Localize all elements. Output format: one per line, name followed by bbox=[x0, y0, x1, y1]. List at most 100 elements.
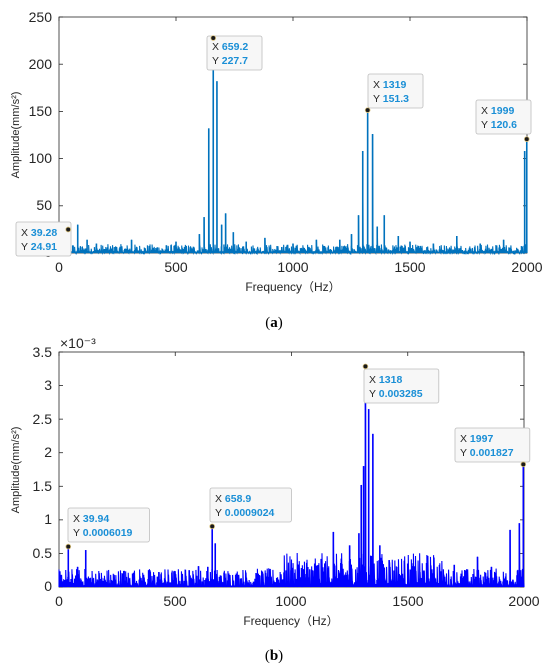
y-tick-label: 3 bbox=[44, 377, 52, 393]
datatip-marker bbox=[364, 107, 371, 113]
y-tick-label: 150 bbox=[29, 103, 53, 119]
y-tick-label: 0.5 bbox=[33, 545, 53, 561]
datatip-x-value: 1997 bbox=[470, 433, 494, 445]
datatip-box bbox=[15, 221, 72, 257]
x-tick-label: 500 bbox=[163, 593, 187, 609]
plot-area-b bbox=[58, 351, 525, 588]
x-tick-label: 1000 bbox=[277, 259, 308, 275]
y-tick-label: 2.5 bbox=[33, 411, 53, 427]
x-tick-label: 2000 bbox=[511, 259, 542, 275]
datatip[interactable]: X 39.94 Y 0.0006019 bbox=[65, 507, 150, 550]
datatip-marker bbox=[520, 461, 527, 468]
x-axis-label-a: Frequency（Hz） bbox=[245, 280, 340, 294]
datatip-box bbox=[67, 507, 150, 543]
datatip-y-label: Y 151.3 bbox=[373, 93, 409, 105]
datatip-box bbox=[206, 35, 263, 71]
chart-panel-a: 0 50 100 150 200 250 0 500 1000 1500 200… bbox=[10, 9, 543, 331]
datatip-y-label: Y 0.0009024 bbox=[215, 507, 275, 519]
datatip-marker bbox=[65, 543, 72, 550]
datatip-x-label: X 39.28 bbox=[21, 227, 57, 239]
x-tick-label: 500 bbox=[164, 259, 188, 275]
x-tick-label: 0 bbox=[55, 259, 63, 275]
y-tick-labels-a: 0 50 100 150 200 250 bbox=[29, 9, 53, 260]
x-tick-labels-a: 0 500 1000 1500 2000 bbox=[55, 259, 543, 275]
y-tick-label: 3.5 bbox=[33, 344, 53, 360]
x-tick-labels-b: 0 500 1000 1500 2000 bbox=[55, 593, 540, 609]
panel-label-b: (b) bbox=[265, 648, 283, 664]
datatip-x-label: X 1318 bbox=[369, 374, 402, 386]
datatip-marker bbox=[65, 226, 71, 233]
x-tick-label: 1500 bbox=[394, 259, 425, 275]
datatip-box bbox=[209, 487, 292, 523]
datatip-box bbox=[454, 427, 531, 463]
datatip[interactable]: X 1319 Y 151.3 bbox=[364, 73, 424, 113]
y-tick-label: 0 bbox=[44, 578, 52, 594]
datatip-y-label: Y 227.7 bbox=[212, 55, 248, 67]
plot-area-a bbox=[58, 16, 528, 254]
datatip-x-value: 658.9 bbox=[225, 493, 251, 505]
datatip-x-value: 1318 bbox=[379, 374, 403, 386]
datatip-marker bbox=[210, 35, 217, 41]
y-tick-label: 1 bbox=[44, 511, 52, 527]
series-line-b bbox=[58, 366, 525, 588]
datatip[interactable]: X 658.9 Y 0.0009024 bbox=[209, 487, 292, 530]
exponent-label-b: ×10⁻³ bbox=[60, 335, 96, 351]
datatip-x-label: X 658.9 bbox=[215, 493, 251, 505]
x-tick-label: 0 bbox=[55, 593, 63, 609]
datatip-marker bbox=[362, 363, 369, 370]
y-axis-label-a: Amplitude(mm/s²) bbox=[10, 92, 22, 179]
datatip-y-value: 0.0009024 bbox=[225, 507, 275, 519]
datatip-x-label: X 1319 bbox=[373, 79, 406, 91]
datatip[interactable]: X 1318 Y 0.003285 bbox=[362, 363, 440, 404]
datatip-marker bbox=[523, 136, 530, 142]
datatip-y-value: 24.91 bbox=[31, 241, 57, 253]
datatip-x-label: X 39.94 bbox=[73, 513, 109, 525]
series-line-a bbox=[58, 38, 528, 256]
datatip-y-value: 0.0006019 bbox=[83, 527, 133, 539]
datatip-box bbox=[367, 73, 424, 109]
spectrum-series-line bbox=[58, 366, 525, 588]
datatip-x-value: 39.28 bbox=[31, 227, 57, 239]
datatip[interactable]: X 1997 Y 0.001827 bbox=[454, 427, 531, 468]
datatip-x-label: X 1997 bbox=[460, 433, 493, 445]
x-tick-label: 2000 bbox=[508, 593, 539, 609]
datatip-y-value: 120.6 bbox=[491, 119, 517, 131]
panel-label-a: (a) bbox=[265, 315, 283, 331]
datatip[interactable]: X 1999 Y 120.6 bbox=[475, 99, 532, 142]
panel-letter-a: a bbox=[270, 315, 278, 331]
datatips-a: X 39.28 Y 24.91 X 659.2 Y 227.7 X 1319 Y 151.… bbox=[15, 35, 532, 257]
datatip-x-value: 1999 bbox=[491, 105, 515, 117]
datatip-box bbox=[363, 368, 440, 404]
datatip-x-label: X 1999 bbox=[481, 105, 514, 117]
x-tick-label: 1000 bbox=[275, 593, 306, 609]
datatip[interactable]: X 39.28 Y 24.91 bbox=[15, 221, 72, 257]
datatip-y-value: 0.003285 bbox=[379, 388, 423, 400]
datatip-y-label: Y 0.003285 bbox=[369, 388, 423, 400]
datatip-y-label: Y 120.6 bbox=[481, 119, 517, 131]
y-tick-label: 250 bbox=[29, 9, 53, 25]
x-tick-label: 1500 bbox=[392, 593, 423, 609]
datatip[interactable]: X 659.2 Y 227.7 bbox=[206, 35, 263, 71]
y-tick-label: 100 bbox=[29, 150, 53, 166]
datatip-x-value: 659.2 bbox=[222, 41, 248, 53]
datatip-x-label: X 659.2 bbox=[212, 41, 248, 53]
y-tick-label: 50 bbox=[36, 197, 52, 213]
datatip-y-value: 151.3 bbox=[383, 93, 409, 105]
y-tick-label: 200 bbox=[29, 56, 53, 72]
datatip-y-label: Y 0.0006019 bbox=[73, 527, 133, 539]
x-axis-label-b: Frequency（Hz） bbox=[243, 614, 338, 628]
chart-panel-b: ×10⁻³ 0 0.5 1 1.5 2 2.5 3 3.5 0 500 1000… bbox=[10, 335, 540, 664]
datatip-box bbox=[475, 99, 532, 135]
datatip-x-value: 39.94 bbox=[83, 513, 109, 525]
y-axis-label-b: Amplitude(mm/s²) bbox=[10, 427, 22, 514]
datatip-y-label: Y 24.91 bbox=[21, 241, 57, 253]
datatips-b: X 39.94 Y 0.0006019 X 658.9 Y 0.0009024 X 13… bbox=[65, 363, 531, 550]
panel-letter-b: b bbox=[270, 648, 278, 664]
datatip-y-label: Y 0.001827 bbox=[460, 447, 514, 459]
y-tick-label: 1.5 bbox=[33, 478, 53, 494]
y-tick-labels-b: 0 0.5 1 1.5 2 2.5 3 3.5 bbox=[33, 344, 53, 594]
datatip-marker bbox=[209, 523, 215, 530]
y-tick-label: 2 bbox=[44, 444, 52, 460]
datatip-x-value: 1319 bbox=[383, 79, 407, 91]
